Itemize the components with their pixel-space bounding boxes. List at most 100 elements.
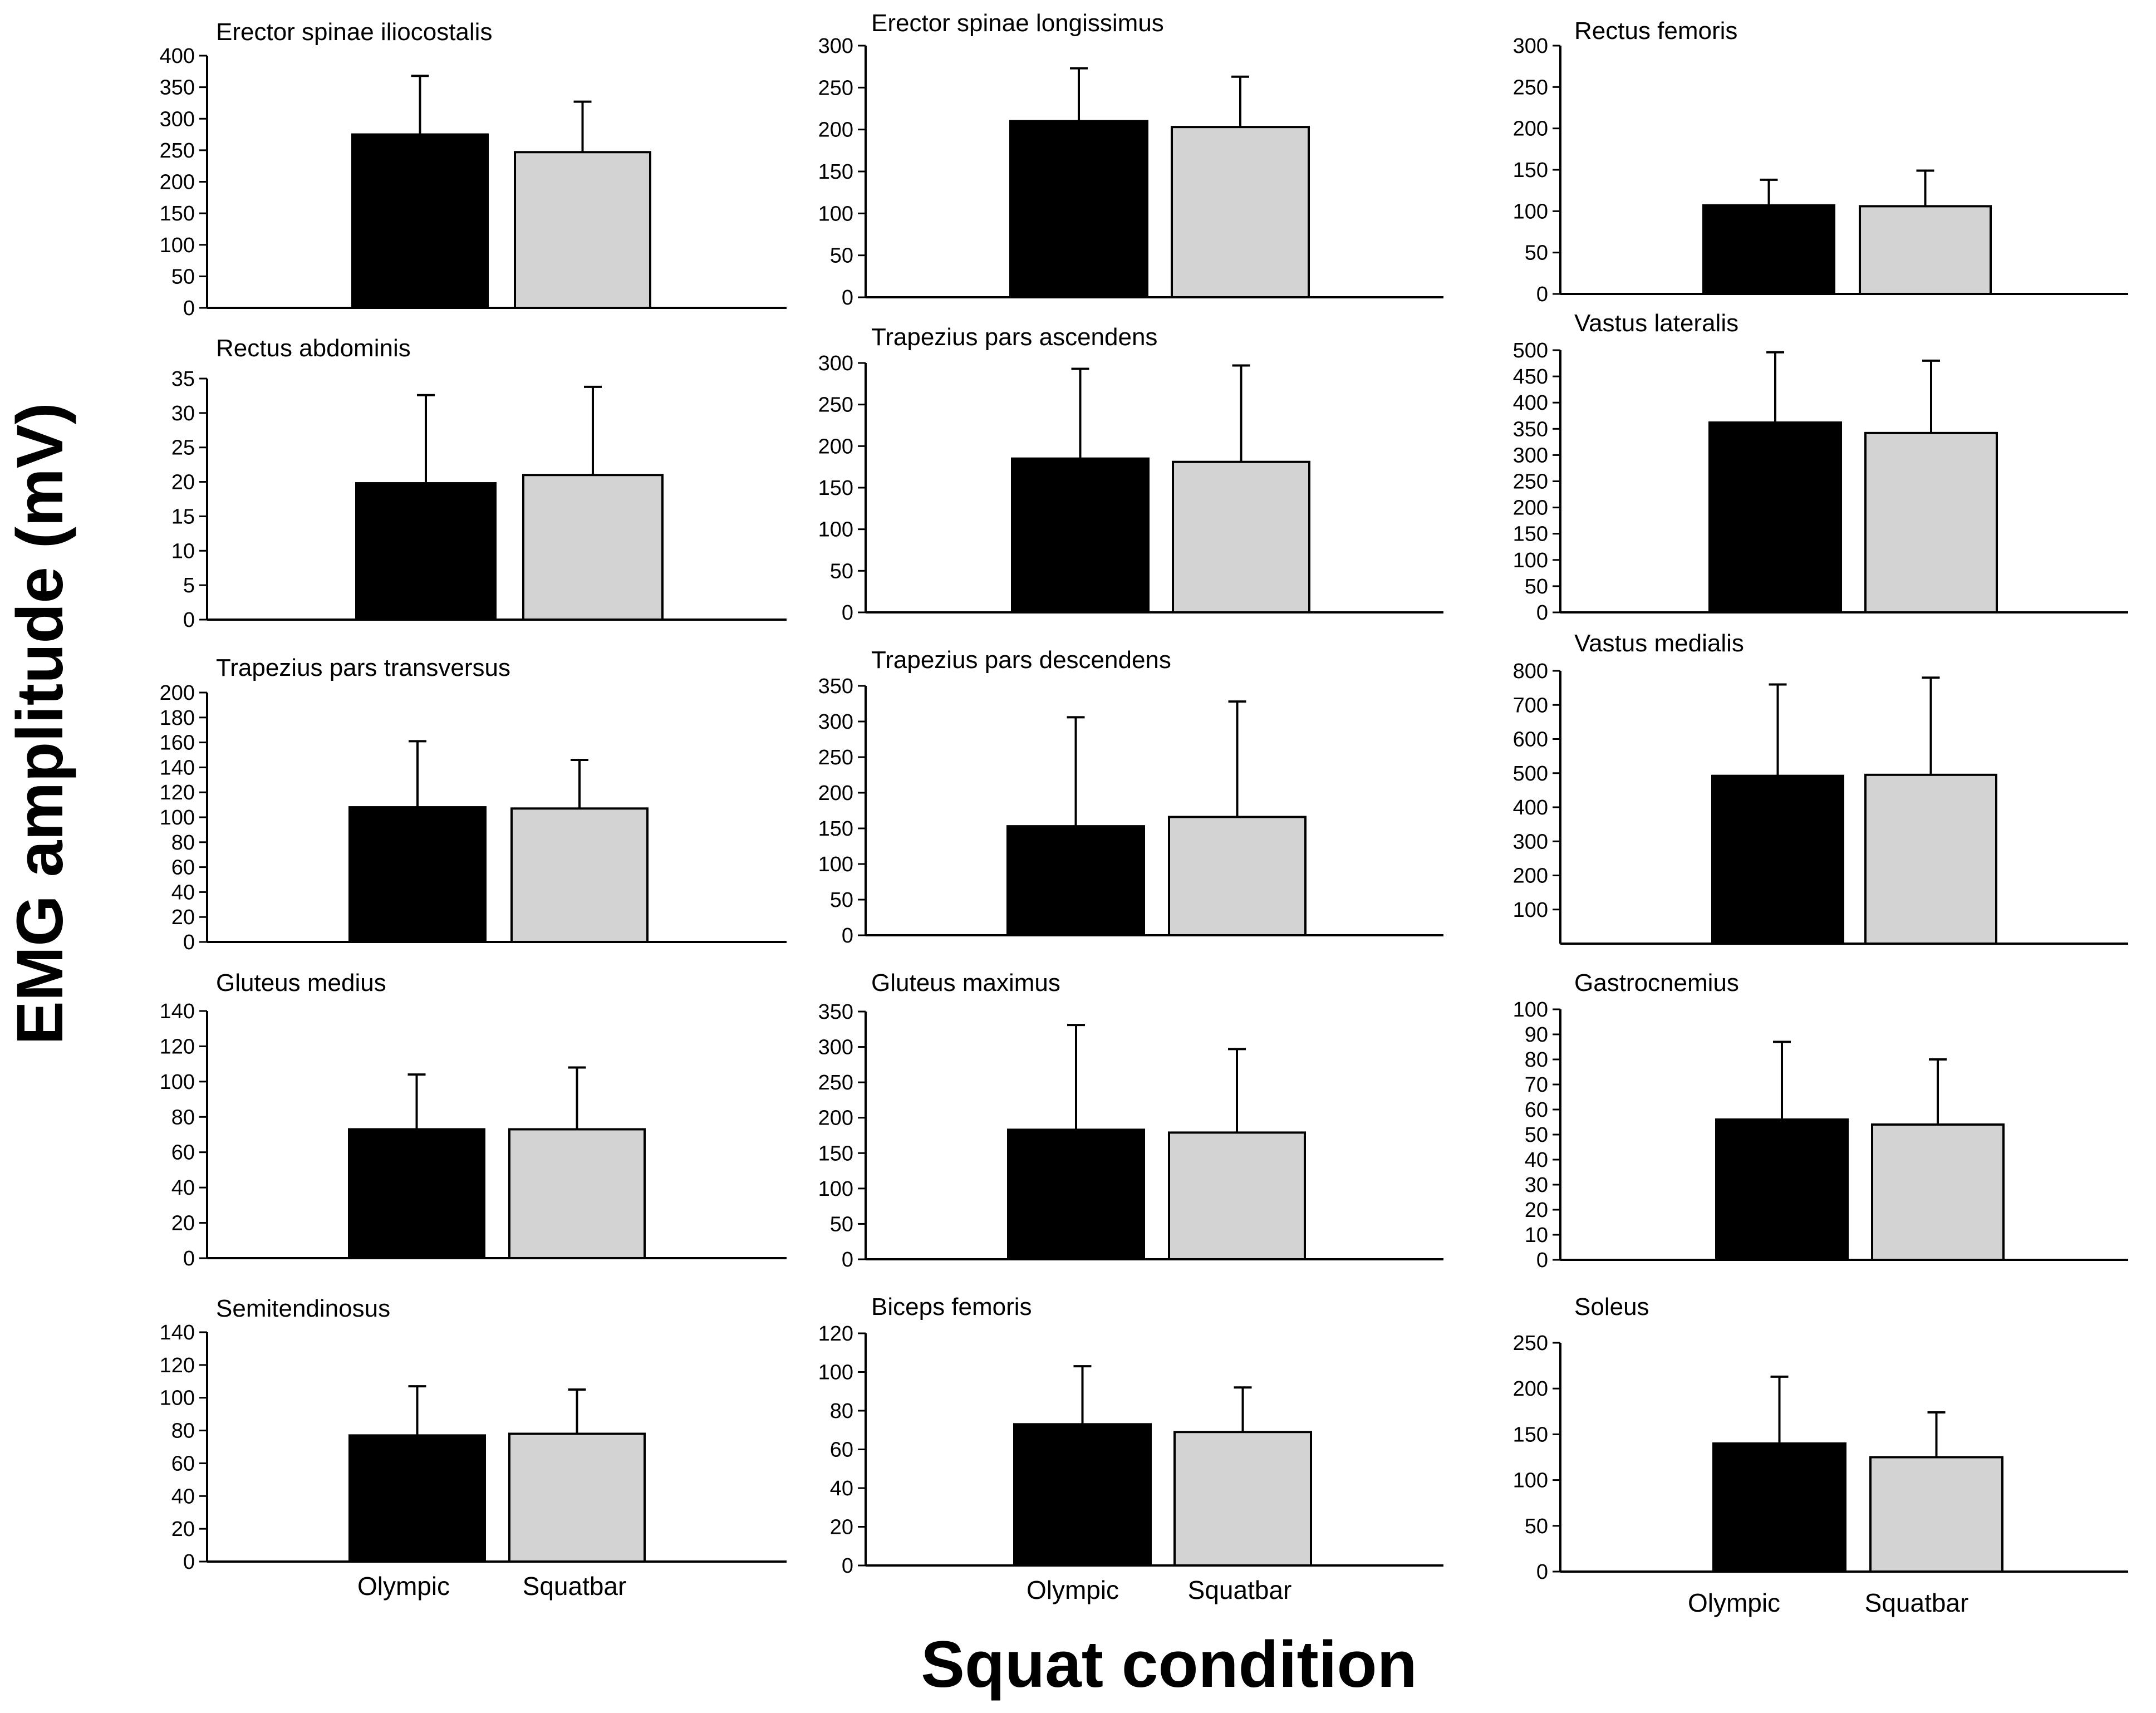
y-tick-label-vastus-lateralis-250: 250 (1513, 470, 1548, 494)
bar-olympic-gastrocnemius (1715, 1118, 1849, 1261)
y-tick-label-erector-spinae-iliocostalis-100: 100 (160, 234, 195, 257)
y-tick-label-gluteus-medius-60: 60 (171, 1141, 195, 1165)
y-tick-label-biceps-femoris-20: 20 (830, 1516, 853, 1539)
bar-olympic-trapezius-pars-transversus (348, 806, 487, 943)
panel-title-vastus-lateralis: Vastus lateralis (1574, 310, 1738, 337)
y-tick-label-trapezius-pars-ascendens-0: 0 (842, 601, 853, 625)
y-tick-label-gluteus-medius-100: 100 (160, 1071, 195, 1094)
bar-olympic-soleus (1712, 1442, 1846, 1573)
y-tick-label-rectus-abdominis-15: 15 (171, 505, 195, 528)
y-tick-label-rectus-femoris-100: 100 (1513, 200, 1548, 223)
bar-olympic-vastus-lateralis (1708, 421, 1842, 613)
x-axis-title: Squat condition (921, 1628, 1417, 1701)
y-tick-label-trapezius-pars-transversus-180: 180 (160, 706, 195, 730)
y-tick-label-trapezius-pars-descendens-100: 100 (818, 853, 853, 876)
y-tick-label-semitendinosus-100: 100 (160, 1387, 195, 1410)
y-tick-label-soleus-200: 200 (1513, 1377, 1548, 1401)
bar-squatbar-soleus (1869, 1456, 2003, 1573)
y-tick-label-trapezius-pars-ascendens-100: 100 (818, 518, 853, 542)
panel-title-trapezius-pars-ascendens: Trapezius pars ascendens (871, 323, 1157, 351)
y-tick-label-trapezius-pars-transversus-20: 20 (171, 906, 195, 929)
y-tick-label-semitendinosus-0: 0 (183, 1550, 195, 1574)
bar-squatbar-trapezius-pars-descendens (1168, 816, 1307, 937)
x-category-label-squatbar-col1: Squatbar (523, 1572, 627, 1601)
panel-title-rectus-femoris: Rectus femoris (1574, 17, 1737, 45)
y-tick-label-gluteus-maximus-50: 50 (830, 1213, 853, 1236)
y-tick-label-vastus-lateralis-300: 300 (1513, 444, 1548, 467)
bar-olympic-trapezius-pars-descendens (1006, 825, 1145, 937)
y-tick-label-vastus-medialis-500: 500 (1513, 762, 1548, 786)
y-tick-label-rectus-abdominis-25: 25 (171, 436, 195, 460)
bar-olympic-rectus-femoris (1702, 204, 1835, 295)
y-axis-title: EMG amplitude (mV) (3, 403, 77, 1045)
y-tick-label-vastus-medialis-200: 200 (1513, 865, 1548, 888)
y-tick-label-erector-spinae-longissimus-150: 150 (818, 160, 853, 184)
y-tick-label-gluteus-maximus-150: 150 (818, 1142, 853, 1165)
panel-erector-spinae-longissimus: Erector spinae longissimus 0 50 100 150 200 25… (818, 9, 1443, 310)
y-tick-label-vastus-lateralis-150: 150 (1513, 523, 1548, 546)
bar-squatbar-gluteus-maximus (1168, 1131, 1306, 1261)
y-tick-label-vastus-lateralis-200: 200 (1513, 497, 1548, 520)
panel-gluteus-medius: Gluteus medius 0 20 40 60 80 100 120 140 (160, 969, 787, 1270)
y-tick-label-semitendinosus-120: 120 (160, 1354, 195, 1377)
y-tick-label-erector-spinae-iliocostalis-350: 350 (160, 76, 195, 100)
y-tick-label-soleus-0: 0 (1536, 1560, 1548, 1584)
y-tick-label-erector-spinae-longissimus-200: 200 (818, 119, 853, 142)
y-tick-label-gastrocnemius-20: 20 (1525, 1199, 1548, 1222)
y-tick-label-vastus-lateralis-50: 50 (1525, 575, 1548, 598)
y-tick-label-rectus-abdominis-20: 20 (171, 471, 195, 494)
y-tick-label-semitendinosus-140: 140 (160, 1321, 195, 1344)
y-tick-label-trapezius-pars-descendens-50: 50 (830, 889, 853, 912)
panel-rectus-abdominis: Rectus abdominis 0 5 10 15 20 25 30 35 (171, 335, 787, 632)
y-tick-label-gluteus-medius-20: 20 (171, 1212, 195, 1235)
panel-title-erector-spinae-iliocostalis: Erector spinae iliocostalis (216, 18, 492, 46)
bar-squatbar-vastus-lateralis (1864, 431, 1998, 613)
bar-squatbar-trapezius-pars-transversus (510, 807, 649, 943)
y-tick-label-gluteus-maximus-200: 200 (818, 1107, 853, 1130)
y-tick-label-gastrocnemius-40: 40 (1525, 1148, 1548, 1172)
panel-gluteus-maximus: Gluteus maximus 0 50 100 150 200 250 300 350 (818, 969, 1443, 1272)
y-tick-label-erector-spinae-longissimus-250: 250 (818, 76, 853, 100)
panel-title-rectus-abdominis: Rectus abdominis (216, 335, 411, 362)
y-tick-label-gluteus-medius-80: 80 (171, 1106, 195, 1129)
y-tick-label-gastrocnemius-70: 70 (1525, 1073, 1548, 1097)
y-tick-label-gastrocnemius-30: 30 (1525, 1174, 1548, 1197)
y-tick-label-trapezius-pars-transversus-60: 60 (171, 856, 195, 880)
y-tick-label-trapezius-pars-ascendens-300: 300 (818, 352, 853, 375)
y-tick-label-vastus-medialis-300: 300 (1513, 830, 1548, 853)
bar-olympic-erector-spinae-longissimus (1009, 120, 1148, 298)
y-tick-label-gluteus-maximus-300: 300 (818, 1036, 853, 1059)
y-tick-label-soleus-150: 150 (1513, 1423, 1548, 1446)
y-tick-label-gluteus-medius-40: 40 (171, 1176, 195, 1200)
panel-title-soleus: Soleus (1574, 1293, 1649, 1321)
y-tick-label-rectus-abdominis-10: 10 (171, 539, 195, 563)
y-tick-label-trapezius-pars-ascendens-200: 200 (818, 435, 853, 458)
y-tick-label-gluteus-medius-0: 0 (183, 1247, 195, 1270)
y-tick-label-semitendinosus-40: 40 (171, 1485, 195, 1508)
y-tick-label-soleus-100: 100 (1513, 1469, 1548, 1493)
y-tick-label-biceps-femoris-100: 100 (818, 1361, 853, 1385)
x-category-label-olympic-col1: Olympic (357, 1572, 450, 1601)
panel-vastus-medialis: Vastus medialis 100 200 300 400 500 600 700 800 (1513, 630, 2128, 945)
y-tick-label-trapezius-pars-descendens-250: 250 (818, 746, 853, 769)
panel-biceps-femoris: Biceps femoris 0 20 40 60 80 100 120 (818, 1293, 1443, 1578)
bar-olympic-gluteus-medius (348, 1128, 485, 1259)
panel-vastus-lateralis: Vastus lateralis 0 50 100 150 200 250 300 350 400… (1513, 310, 2128, 625)
y-tick-label-gluteus-maximus-0: 0 (842, 1248, 853, 1272)
y-tick-label-trapezius-pars-transversus-80: 80 (171, 831, 195, 855)
y-tick-label-rectus-femoris-150: 150 (1513, 159, 1548, 182)
bar-olympic-erector-spinae-iliocostalis (351, 133, 489, 309)
y-tick-label-biceps-femoris-120: 120 (818, 1322, 853, 1346)
y-tick-label-gastrocnemius-60: 60 (1525, 1098, 1548, 1122)
y-tick-label-trapezius-pars-transversus-0: 0 (183, 931, 195, 954)
panel-title-gluteus-maximus: Gluteus maximus (871, 969, 1060, 997)
y-tick-label-rectus-femoris-250: 250 (1513, 76, 1548, 99)
y-tick-label-trapezius-pars-descendens-300: 300 (818, 710, 853, 734)
y-tick-label-gluteus-maximus-350: 350 (818, 1000, 853, 1024)
y-tick-label-gluteus-medius-120: 120 (160, 1035, 195, 1058)
y-tick-label-erector-spinae-iliocostalis-400: 400 (160, 45, 195, 68)
y-tick-label-vastus-lateralis-500: 500 (1513, 339, 1548, 362)
panel-title-vastus-medialis: Vastus medialis (1574, 630, 1744, 657)
